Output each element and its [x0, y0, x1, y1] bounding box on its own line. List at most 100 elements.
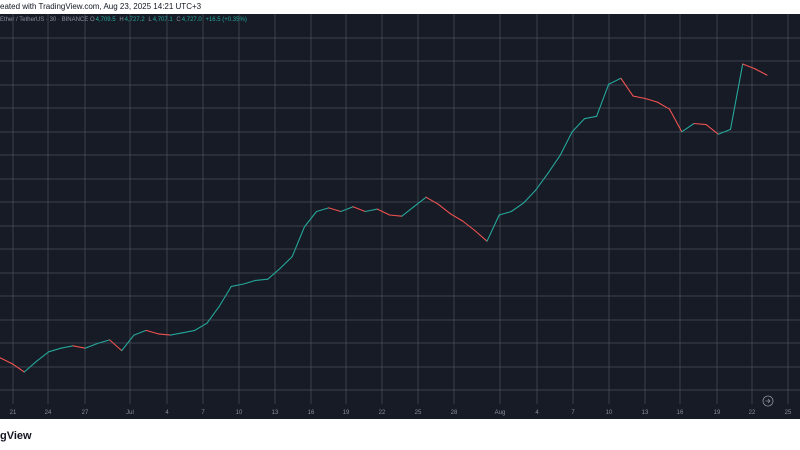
chart-caption: eated with TradingView.com, Aug 23, 2025…: [0, 2, 202, 11]
x-tick-label: 13: [642, 410, 649, 416]
high-label: H: [119, 17, 124, 23]
price-segment: [376, 208, 391, 216]
price-segment: [291, 226, 305, 258]
price-segment: [681, 122, 695, 133]
goto-realtime-icon[interactable]: [762, 395, 774, 407]
price-segment: [620, 77, 634, 97]
x-tick-label: 4: [165, 410, 169, 416]
price-segment: [364, 208, 378, 213]
price-segment: [84, 342, 98, 349]
x-tick-label: 10: [606, 410, 613, 416]
price-segment: [352, 206, 366, 213]
x-tick-label: Jul: [126, 410, 134, 416]
price-segment: [608, 77, 622, 85]
x-tick-label: 25: [785, 410, 792, 416]
low-value: 4,707.1: [152, 17, 173, 23]
price-segment: [413, 196, 427, 208]
price-segment: [474, 229, 488, 242]
price-segment: [656, 101, 671, 110]
x-tick-label: 21: [10, 410, 17, 416]
price-segment: [11, 363, 25, 373]
x-axis: 21 24 27 Jul 4 7 10 13 16 19 22 25 28 Aug 4 7 10 13 16 19 22…: [10, 410, 792, 416]
price-segment: [717, 128, 732, 135]
price-chart[interactable]: 21 24 27 Jul 4 7 10 13 16 19 22 25 28 Aug 4 7 10 13 16 19 22…: [0, 14, 800, 419]
x-tick-label: 19: [343, 410, 350, 416]
x-tick-label: 22: [749, 410, 756, 416]
x-tick-label: 13: [272, 410, 279, 416]
price-segment: [498, 210, 512, 216]
x-tick-label: 22: [379, 410, 386, 416]
price-segment: [449, 213, 464, 222]
price-segment: [693, 122, 707, 126]
price-segment: [705, 124, 719, 135]
close-value: 4,727.0: [181, 17, 202, 23]
price-segment: [133, 329, 147, 336]
price-segment: [267, 267, 281, 280]
price-segment: [315, 207, 330, 213]
price-segment: [0, 357, 13, 365]
ohlc-legend: Ether / TetherUS · 30 · BINANCE O4,709.5…: [0, 15, 249, 25]
x-tick-label: Aug: [495, 410, 506, 416]
price-segment: [182, 329, 196, 334]
tradingview-logo: gView: [0, 430, 32, 442]
x-tick-label: 24: [45, 410, 52, 416]
price-segment: [169, 332, 184, 336]
price-segment: [644, 97, 658, 103]
price-segment: [729, 63, 744, 130]
price-segment: [510, 202, 525, 213]
price-segment: [522, 189, 537, 204]
price-segment: [72, 345, 86, 349]
x-tick-label: 7: [201, 410, 205, 416]
x-tick-label: 7: [571, 410, 575, 416]
open-value: 4,709.5: [95, 17, 116, 23]
price-segment: [583, 115, 598, 120]
price-segment: [194, 322, 208, 331]
low-label: L: [148, 17, 152, 23]
price-segment: [547, 155, 561, 174]
price-series: [0, 63, 768, 373]
price-segment: [303, 210, 318, 228]
price-segment: [437, 203, 452, 215]
open-label: O: [89, 17, 95, 23]
price-segment: [425, 196, 439, 205]
price-segment: [401, 206, 415, 217]
price-segment: [121, 334, 135, 352]
x-tick-label: 16: [677, 410, 684, 416]
price-segment: [279, 256, 293, 270]
x-tick-label: 28: [451, 410, 458, 416]
price-segment: [632, 95, 646, 100]
x-tick-label: 27: [82, 410, 89, 416]
price-segment: [255, 278, 269, 281]
price-segment: [571, 118, 585, 133]
price-segment: [35, 351, 50, 362]
price-segment: [206, 306, 220, 324]
price-segment: [230, 283, 245, 287]
grid-lines: [0, 14, 800, 404]
price-segment: [109, 339, 123, 352]
price-segment: [596, 83, 610, 117]
x-tick-label: 10: [236, 410, 243, 416]
high-value: 4,727.2: [124, 17, 145, 23]
price-segment: [242, 279, 257, 285]
price-segment: [486, 214, 500, 242]
chart-panel[interactable]: 21 24 27 Jul 4 7 10 13 16 19 22 25 28 Aug 4 7 10 13 16 19 22…: [0, 14, 800, 419]
x-tick-label: 16: [308, 410, 315, 416]
price-segment: [754, 68, 768, 76]
price-segment: [145, 329, 159, 335]
price-segment: [742, 63, 756, 70]
symbol-name: Ether / TetherUS · 30 · BINANCE: [0, 17, 89, 23]
price-segment: [23, 360, 38, 373]
change-value: +16.5 (+0.35%): [205, 17, 247, 23]
price-segment: [157, 333, 171, 336]
price-segment: [218, 285, 232, 308]
price-segment: [535, 172, 549, 191]
price-segment: [60, 345, 74, 349]
price-segment: [328, 207, 342, 213]
x-tick-label: 4: [535, 410, 539, 416]
close-label: C: [176, 17, 181, 23]
price-segment: [559, 131, 573, 157]
price-segment: [48, 347, 62, 353]
x-tick-label: 19: [714, 410, 721, 416]
price-segment: [669, 108, 683, 133]
x-tick-label: 25: [415, 410, 422, 416]
